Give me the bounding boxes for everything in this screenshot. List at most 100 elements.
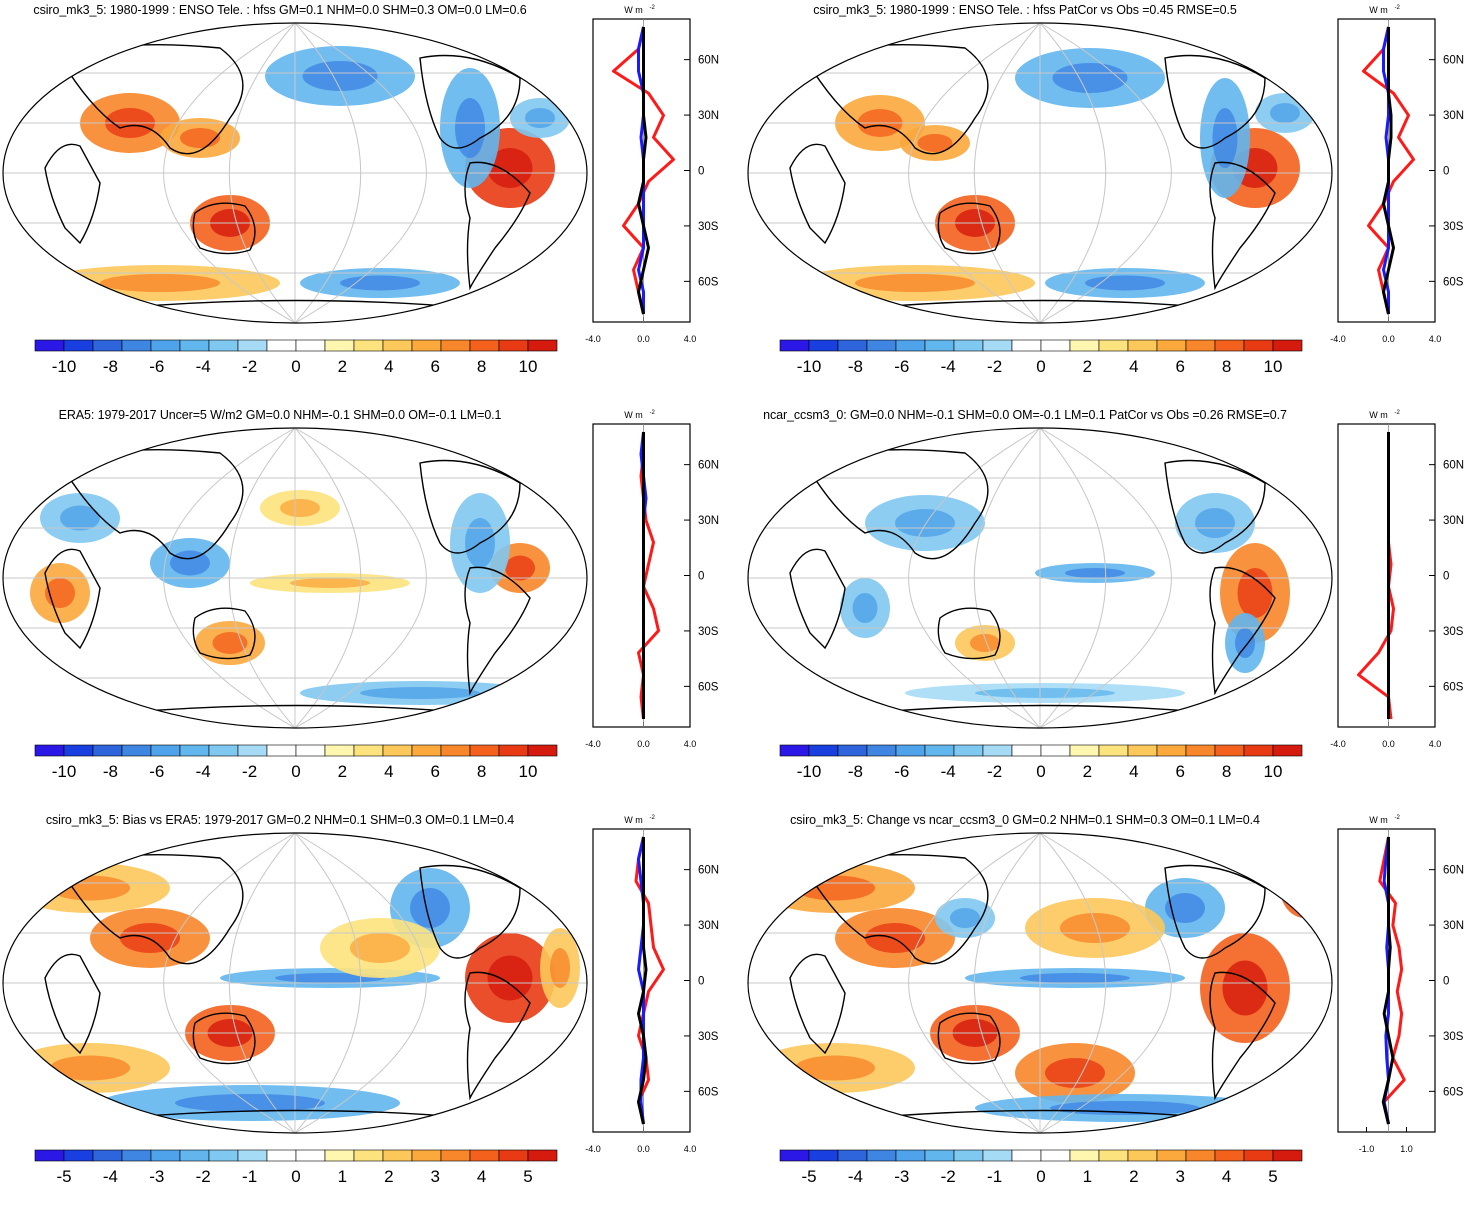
unit-exponent: -2 <box>1395 815 1401 821</box>
field-anomaly-core <box>410 888 450 928</box>
unit-exponent: -2 <box>650 5 656 11</box>
lat-tick-label: 30N <box>1443 920 1464 932</box>
map-border <box>2 22 588 324</box>
unit-label: W m <box>624 410 643 420</box>
longitude-line <box>294 428 362 728</box>
map <box>2 427 588 729</box>
colorbar-tick-label: 2 <box>338 762 347 781</box>
colorbar-swatch <box>837 339 868 352</box>
lat-tick-label: 30S <box>698 626 719 638</box>
colorbar-swatch <box>266 1149 297 1162</box>
lat-tick-label: 60S <box>1443 1086 1464 1098</box>
colorbar-tick-label: -4 <box>196 357 211 376</box>
colorbar-tick-label: -2 <box>987 762 1002 781</box>
unit-label: W m <box>624 815 643 825</box>
zonal-profile: W m -2 60N 30N 0 30S 60S -1.0 1.0 <box>1337 815 1464 1154</box>
colorbar-swatch <box>34 1149 65 1162</box>
lat-tick-label: 0 <box>698 976 704 988</box>
colorbar-swatch <box>895 339 926 352</box>
colorbar-swatch <box>63 744 94 757</box>
field-anomaly-core <box>795 1055 875 1081</box>
longitude-line <box>973 23 1041 323</box>
x-tick-label: 0.0 <box>1382 334 1395 344</box>
colorbar-swatch <box>295 1149 326 1162</box>
colorbar-tick-label: 1 <box>338 1167 347 1186</box>
field-anomaly-core <box>45 578 75 608</box>
colorbar-tick-label: -6 <box>149 762 164 781</box>
field-anomaly-core <box>525 108 555 128</box>
colorbar-tick-label: 10 <box>519 357 538 376</box>
colorbar-tick-label: 8 <box>477 357 486 376</box>
colorbar-swatch <box>237 339 268 352</box>
map-border <box>747 427 1333 729</box>
colorbar-swatch <box>324 744 355 757</box>
colorbar-swatch <box>353 744 384 757</box>
colorbar-swatch <box>982 744 1013 757</box>
colorbar-swatch <box>179 744 210 757</box>
x-tick-label: 0.0 <box>1382 739 1395 749</box>
map-field <box>748 23 1332 323</box>
longitude-line <box>1039 23 1107 323</box>
longitude-line <box>973 428 1041 728</box>
colorbar-swatch <box>866 339 897 352</box>
lat-tick-label: 60N <box>1443 55 1464 67</box>
colorbar-swatch <box>1214 1149 1245 1162</box>
unit-exponent: -2 <box>650 815 656 821</box>
panel-title: ERA5: 1979-2017 Uncer=5 W/m2 GM=0.0 NHM=… <box>58 408 502 422</box>
lat-tick-label: 0 <box>1443 976 1449 988</box>
lat-tick-label: 0 <box>1443 166 1449 178</box>
field-anomaly-core <box>1052 63 1128 93</box>
coastline <box>1209 971 1276 1101</box>
colorbar-swatch <box>1069 1149 1100 1162</box>
colorbar-swatch <box>150 1149 181 1162</box>
field-anomaly-core <box>1085 275 1165 291</box>
colorbar: -10 -8 -6 -4 -2 0 2 4 6 8 10 <box>779 339 1303 376</box>
colorbar-tick-label: 2 <box>1083 357 1092 376</box>
colorbar-swatch <box>982 339 1013 352</box>
longitude-line <box>294 833 427 1133</box>
panel-title: csiro_mk3_5: Change vs ncar_ccsm3_0 GM=0… <box>790 813 1260 827</box>
field-anomaly-core <box>302 61 378 91</box>
zonal-profile: W m -2 60N 30N 0 30S 60S -4.0 0.0 4.0 <box>585 815 719 1154</box>
colorbar: -5 -4 -3 -2 -1 0 1 2 3 4 5 <box>779 1149 1303 1186</box>
colorbar-swatch <box>208 1149 239 1162</box>
colorbar-swatch <box>1272 339 1303 352</box>
lat-tick-label: 60N <box>1443 865 1464 877</box>
x-tick-label: -1.0 <box>1359 1144 1375 1154</box>
colorbar-swatch <box>295 744 326 757</box>
colorbar-tick-label: 0 <box>1036 1167 1045 1186</box>
coastline <box>1164 864 1266 959</box>
coastline <box>119 1109 471 1119</box>
panel-6: csiro_mk3_5: Change vs ncar_ccsm3_0 GM=0… <box>745 810 1483 1205</box>
colorbar-swatch <box>92 339 123 352</box>
panel-title: csiro_mk3_5: 1980-1999 : ENSO Tele. : hf… <box>813 3 1237 17</box>
longitude-line <box>163 428 296 728</box>
longitude-line <box>163 833 296 1133</box>
field-anomaly-core <box>550 948 570 988</box>
colorbar-swatch <box>1243 744 1274 757</box>
colorbar-swatch <box>527 1149 558 1162</box>
colorbar-tick-label: 10 <box>519 762 538 781</box>
colorbar-swatch <box>1243 339 1274 352</box>
lat-tick-label: 0 <box>1443 571 1449 583</box>
colorbar-swatch <box>527 339 558 352</box>
colorbar: -5 -4 -3 -2 -1 0 1 2 3 4 5 <box>34 1149 558 1186</box>
profile-black <box>1381 837 1395 1125</box>
colorbar-tick-label: -2 <box>941 1167 956 1186</box>
colorbar-tick-label: 0 <box>291 762 300 781</box>
lat-tick-label: 60S <box>698 276 719 288</box>
longitude-line <box>1039 23 1172 323</box>
x-tick-label: 0.0 <box>637 739 650 749</box>
lat-tick-label: 60N <box>698 865 719 877</box>
field-anomaly-core <box>1165 893 1205 923</box>
colorbar-swatch <box>1185 1149 1216 1162</box>
lat-tick-label: 60N <box>1443 460 1464 472</box>
longitude-line <box>908 428 1041 728</box>
colorbar-swatch <box>208 744 239 757</box>
coastline <box>1164 54 1266 149</box>
colorbar-tick-label: -6 <box>894 357 909 376</box>
panel-2: csiro_mk3_5: 1980-1999 : ENSO Tele. : hf… <box>745 0 1483 395</box>
field-anomaly-core <box>170 550 210 576</box>
profile-red <box>1378 836 1406 1125</box>
colorbar-tick-label: -3 <box>149 1167 164 1186</box>
